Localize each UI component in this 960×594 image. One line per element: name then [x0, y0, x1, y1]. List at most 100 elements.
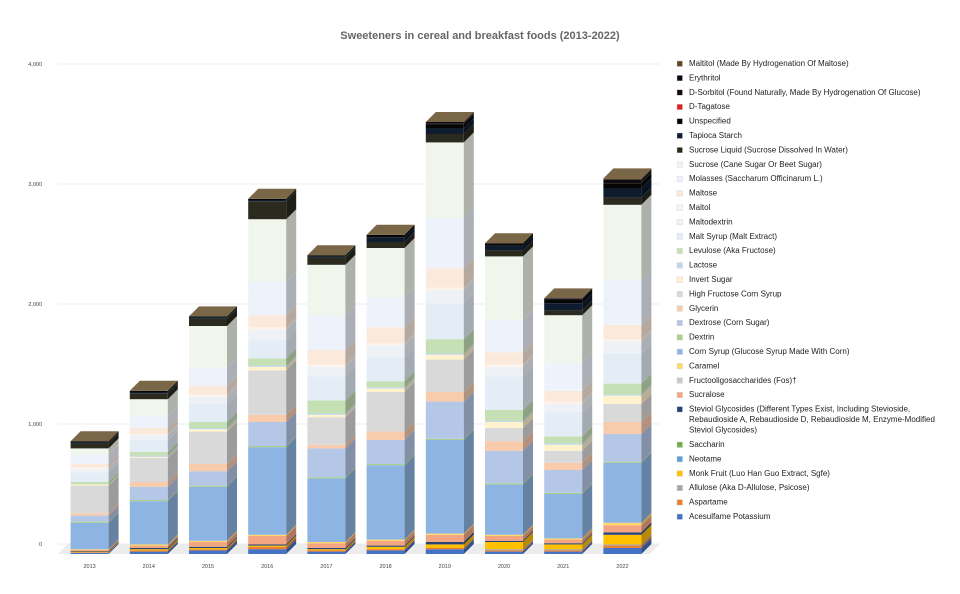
- bar-segment: [603, 341, 642, 354]
- bar-segment: [544, 544, 583, 550]
- bar-segment: [425, 123, 464, 125]
- bar-segment: [248, 219, 287, 282]
- legend-swatch: [676, 456, 683, 463]
- bar-segment: [603, 522, 642, 526]
- bar-segment: [425, 392, 464, 402]
- bar-segment-side: [108, 457, 119, 469]
- bar-segment-side: [286, 191, 297, 220]
- bar-stack-2014: [129, 380, 178, 554]
- bar-segment-side: [641, 452, 652, 523]
- bar-segment-side: [404, 232, 415, 248]
- bar-segment-side: [345, 407, 356, 445]
- bar-segment: [485, 422, 523, 428]
- bar-segment-side: [463, 538, 474, 550]
- legend-swatch: [676, 247, 683, 254]
- bar-segment: [366, 440, 405, 464]
- bar-segment-side: [404, 539, 415, 551]
- x-tick-label: 2019: [439, 564, 451, 570]
- bar-segment-side: [227, 419, 237, 432]
- bar-segment: [485, 542, 523, 550]
- bar-segment: [307, 543, 346, 548]
- legend-item: Maltodextrin: [676, 217, 733, 226]
- x-tick-label: 2016: [261, 564, 273, 570]
- legend-item: Sucrose Liquid (Sucrose Dissolved In Wat…: [676, 145, 848, 154]
- legend-swatch: [676, 348, 683, 355]
- bar-segment-side: [108, 511, 119, 523]
- bar-segment-side: [227, 418, 237, 430]
- bar-segment: [129, 434, 168, 436]
- bar-segment-side: [404, 430, 415, 464]
- bar-segment: [366, 465, 405, 540]
- bar-segment-side: [345, 305, 356, 350]
- legend-item: Neotame: [676, 454, 722, 463]
- bar-segment-side: [286, 330, 297, 359]
- bar-segment-side: [227, 540, 237, 554]
- bar-segment-side: [167, 540, 178, 552]
- bar-segment: [366, 357, 405, 382]
- bar-segment: [603, 179, 642, 182]
- y-axis-ticks: 0 1,000 2,000 3,000 4,000: [28, 62, 42, 548]
- legend-label: Aspartame: [689, 498, 728, 507]
- bar-segment-side: [167, 445, 178, 457]
- bar-segment: [366, 297, 405, 328]
- bar-segment: [70, 454, 109, 464]
- bar-segment: [425, 401, 464, 439]
- legend-item: Erythritol: [676, 73, 721, 82]
- legend: Maltitol (Made By Hydrogenation Of Malto…: [676, 59, 935, 521]
- legend-swatch: [676, 377, 683, 384]
- legend-swatch: [676, 204, 683, 211]
- legend-item: Lactose: [676, 261, 718, 270]
- bar-segment: [485, 320, 523, 353]
- bar-segment-side: [523, 524, 533, 536]
- legend-swatch: [676, 60, 683, 67]
- bar-segment-side: [523, 418, 533, 442]
- bar-segment-side: [108, 542, 119, 553]
- legend-swatch: [676, 190, 683, 197]
- bar-segment: [603, 395, 642, 404]
- bar-segment-side: [463, 132, 474, 218]
- bar-segment: [189, 404, 227, 422]
- bar-segment: [307, 548, 346, 550]
- bar-segment: [307, 376, 346, 401]
- bar-segment: [248, 200, 287, 202]
- bar-segment: [189, 318, 227, 326]
- bar-segment: [425, 290, 464, 304]
- bar-segment: [544, 310, 583, 316]
- bar-segment-side: [404, 335, 415, 358]
- bar-segment: [189, 486, 227, 541]
- bar-top-face: [248, 188, 297, 199]
- bar-segment-side: [108, 472, 119, 485]
- bar-segment: [485, 364, 523, 367]
- legend-label: Caramel: [689, 361, 719, 370]
- bar-segment-side: [582, 529, 593, 544]
- bar-segment-side: [523, 474, 533, 535]
- x-tick-label: 2020: [498, 564, 510, 570]
- bar-segment: [248, 327, 287, 330]
- bar-segment-side: [463, 524, 474, 542]
- bar-segment: [485, 420, 523, 422]
- bar-segment: [425, 122, 464, 124]
- bar-segment-side: [108, 438, 119, 455]
- x-tick-label: 2017: [320, 564, 332, 570]
- bar-segment-side: [582, 484, 593, 539]
- bar-segment-side: [167, 491, 178, 545]
- bar-segment: [189, 428, 227, 430]
- bar-segment-side: [167, 442, 178, 456]
- bar-segment-side: [286, 535, 297, 547]
- bar-segment: [485, 441, 523, 451]
- legend-item: Maltose: [676, 189, 718, 198]
- bar-segment: [603, 532, 642, 535]
- bar-segment: [544, 404, 583, 413]
- bar-segment: [307, 400, 346, 414]
- bar-segment-side: [463, 534, 474, 548]
- legend-item: Unspecified: [676, 117, 731, 126]
- bar-segment-side: [108, 474, 119, 486]
- bar-segment: [129, 551, 168, 554]
- bar-segment-side: [345, 434, 356, 449]
- bar-segment-side: [108, 505, 119, 522]
- bar-segment-side: [463, 391, 474, 439]
- bar-stack-2020: [485, 233, 533, 554]
- bar-segment-side: [641, 314, 652, 340]
- bar-segment: [307, 444, 346, 449]
- bar-segment-side: [167, 534, 178, 546]
